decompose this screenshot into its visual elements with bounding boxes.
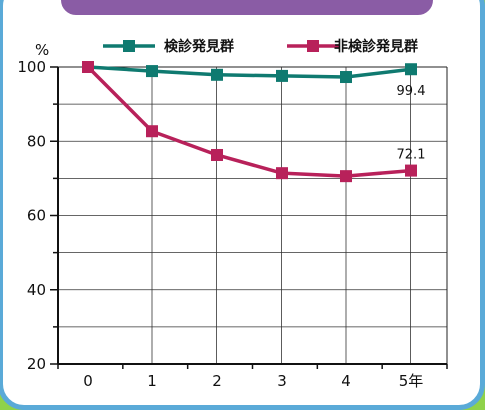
data-label: 99.4 [397,84,426,99]
y-axis-unit: % [35,41,49,59]
series-lines: 99.4 72.1 [82,61,426,183]
x-tick-label: 3 [277,372,287,390]
y-tick-label: 60 [27,207,46,225]
data-point [146,125,158,138]
data-point [211,148,223,161]
y-tick-label: 40 [27,281,46,299]
line-chart: 100 80 60 40 20 0 1 2 3 4 5年 99.4 72.1 検診発見群 非検診発見群… [17,38,448,390]
y-tick-label: 100 [17,58,46,76]
grid [58,66,448,364]
series-line [86,65,412,178]
x-tick-label: 1 [147,372,157,390]
legend-marker [123,40,135,52]
data-point [82,61,94,73]
x-ticks: 0 1 2 3 4 5年 [83,372,423,390]
y-tick-label: 20 [27,355,46,373]
data-label: 72.1 [397,148,426,163]
data-point [146,65,158,78]
data-point [276,69,288,82]
data-point [340,71,352,84]
series-line [87,65,412,79]
data-point [405,63,417,76]
x-tick-label: 5年 [399,372,424,390]
y-tick-label: 80 [27,132,46,150]
legend: 検診発見群 非検診発見群 [103,38,418,55]
legend-label: 非検診発見群 [334,38,418,55]
x-tick-label: 2 [212,372,222,390]
x-tick-label: 0 [83,372,93,390]
x-tick-label: 4 [341,372,351,390]
data-point [340,170,352,183]
y-ticks: 100 80 60 40 20 [17,58,46,373]
legend-label: 検診発見群 [164,38,234,55]
data-point [276,167,288,180]
legend-marker [307,40,319,52]
data-point [405,164,417,177]
axes [50,66,448,369]
data-point [211,68,223,81]
